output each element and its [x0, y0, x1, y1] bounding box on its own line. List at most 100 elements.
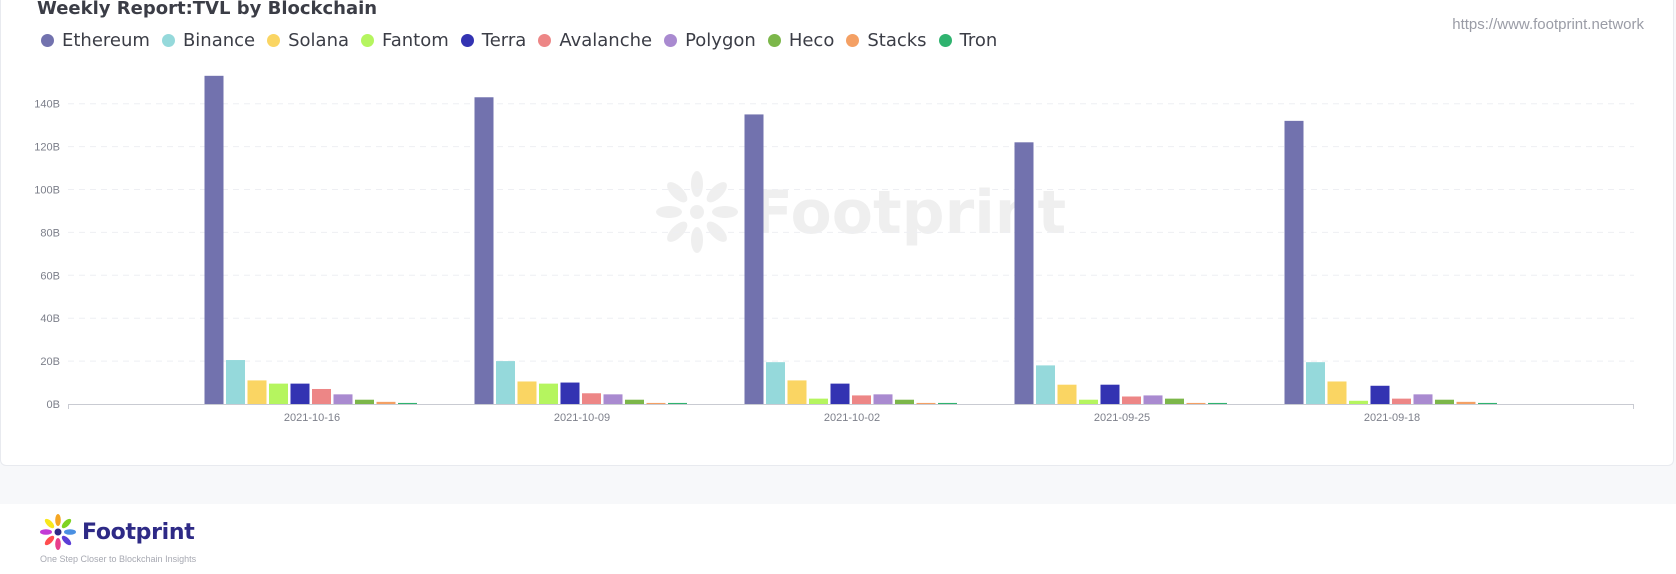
- bar-heco-2021-10-09[interactable]: [625, 399, 644, 404]
- y-tick-label: 80B: [40, 227, 60, 239]
- footer-tagline: One Step Closer to Blockchain Insights: [40, 554, 197, 564]
- bar-solana-2021-10-09[interactable]: [517, 381, 537, 404]
- legend-label: Avalanche: [559, 30, 653, 51]
- bar-terra-2021-09-25[interactable]: [1100, 384, 1120, 404]
- bar-terra-2021-10-16[interactable]: [290, 383, 310, 404]
- bar-fantom-2021-09-25[interactable]: [1079, 399, 1098, 404]
- legend-label: Solana: [288, 30, 350, 51]
- bar-solana-2021-09-25[interactable]: [1057, 384, 1077, 404]
- bar-polygon-2021-10-16[interactable]: [333, 394, 353, 404]
- bar-polygon-2021-09-25[interactable]: [1143, 395, 1163, 404]
- source-url[interactable]: https://www.footprint.network: [1452, 16, 1644, 33]
- bar-fantom-2021-10-09[interactable]: [539, 383, 558, 404]
- bar-stacks-2021-10-09[interactable]: [646, 402, 666, 404]
- bar-terra-2021-10-02[interactable]: [830, 383, 850, 404]
- y-tick-label: 0B: [47, 399, 60, 411]
- bar-heco-2021-09-18[interactable]: [1435, 399, 1454, 404]
- y-tick-label: 60B: [40, 270, 60, 282]
- footprint-watermark-icon: [656, 171, 738, 253]
- footer-brand[interactable]: Footprint: [38, 512, 195, 552]
- x-tick-label: 2021-10-16: [284, 412, 340, 424]
- legend-label: Polygon: [685, 30, 756, 51]
- legend-swatch: [161, 34, 175, 47]
- bar-polygon-2021-10-02[interactable]: [873, 394, 893, 404]
- legend-swatch: [361, 34, 375, 47]
- legend-item-terra[interactable]: Terra: [460, 30, 527, 51]
- bar-terra-2021-10-09[interactable]: [560, 382, 580, 404]
- chart-title: Weekly Report:TVL by Blockchain: [37, 0, 378, 19]
- x-tick-label: 2021-10-02: [824, 412, 880, 424]
- legend-swatch: [538, 34, 552, 47]
- legend-item-polygon[interactable]: Polygon: [664, 30, 756, 51]
- legend-swatch: [267, 34, 281, 47]
- bar-terra-2021-09-18[interactable]: [1370, 385, 1390, 404]
- bar-stacks-2021-10-16[interactable]: [376, 401, 396, 404]
- bar-heco-2021-09-25[interactable]: [1165, 398, 1184, 404]
- bar-solana-2021-10-02[interactable]: [787, 380, 807, 404]
- legend-swatch: [767, 34, 781, 47]
- bar-tron-2021-10-02[interactable]: [938, 402, 957, 404]
- bar-solana-2021-10-16[interactable]: [247, 380, 267, 404]
- legend-label: Binance: [182, 30, 256, 51]
- legend-label: Ethereum: [62, 30, 150, 51]
- bar-stacks-2021-09-25[interactable]: [1186, 402, 1206, 404]
- legend-item-avalanche[interactable]: Avalanche: [538, 30, 652, 51]
- bar-binance-2021-10-16[interactable]: [226, 360, 245, 404]
- bar-polygon-2021-09-18[interactable]: [1413, 394, 1433, 404]
- legend-swatch: [460, 34, 474, 47]
- y-tick-label: 20B: [40, 356, 60, 368]
- bar-stacks-2021-10-02[interactable]: [916, 402, 936, 404]
- grid: [68, 103, 1634, 362]
- y-tick-label: 140B: [34, 99, 60, 111]
- legend-item-binance[interactable]: Binance: [161, 30, 256, 51]
- bar-ethereum-2021-09-18[interactable]: [1284, 120, 1304, 405]
- bar-heco-2021-10-16[interactable]: [355, 399, 374, 404]
- x-tick-label: 2021-09-18: [1364, 412, 1420, 424]
- x-tick-label: 2021-09-25: [1094, 412, 1150, 424]
- bar-binance-2021-09-18[interactable]: [1306, 362, 1325, 404]
- legend-label: Stacks: [867, 30, 927, 51]
- legend-item-tron[interactable]: Tron: [938, 30, 998, 51]
- legend-item-stacks[interactable]: Stacks: [846, 30, 927, 51]
- footer-brand-name: Footprint: [82, 519, 195, 545]
- bar-ethereum-2021-10-09[interactable]: [474, 97, 494, 404]
- bar-ethereum-2021-10-16[interactable]: [204, 75, 224, 404]
- bar-avalanche-2021-09-18[interactable]: [1392, 398, 1411, 404]
- legend-label: Heco: [788, 30, 835, 51]
- bar-avalanche-2021-10-09[interactable]: [582, 393, 601, 404]
- bar-avalanche-2021-09-25[interactable]: [1122, 396, 1141, 404]
- chart-legend: Ethereum Binance Solana Fantom Terra Avalanch…: [41, 30, 1009, 51]
- bar-heco-2021-10-02[interactable]: [895, 399, 914, 404]
- legend-label: Fantom: [382, 30, 449, 51]
- legend-item-heco[interactable]: Heco: [767, 30, 835, 51]
- x-tick-label: 2021-10-09: [554, 412, 610, 424]
- bar-fantom-2021-09-18[interactable]: [1349, 400, 1368, 404]
- bar-binance-2021-09-25[interactable]: [1036, 365, 1055, 404]
- bar-stacks-2021-09-18[interactable]: [1456, 401, 1476, 404]
- bar-fantom-2021-10-16[interactable]: [269, 383, 288, 404]
- footprint-watermark: Footprint: [656, 171, 1066, 253]
- legend-item-fantom[interactable]: Fantom: [361, 30, 449, 51]
- legend-label: Terra: [481, 30, 527, 51]
- legend-item-solana[interactable]: Solana: [267, 30, 349, 51]
- bar-tron-2021-10-16[interactable]: [398, 402, 417, 404]
- bar-avalanche-2021-10-16[interactable]: [312, 388, 331, 404]
- bar-solana-2021-09-18[interactable]: [1327, 381, 1347, 404]
- footer: Footprint One Step Closer to Blockchain …: [0, 504, 1676, 574]
- bar-binance-2021-10-02[interactable]: [766, 362, 785, 404]
- bar-tron-2021-09-25[interactable]: [1208, 402, 1227, 404]
- bar-ethereum-2021-10-02[interactable]: [744, 114, 764, 405]
- legend-item-ethereum[interactable]: Ethereum: [41, 30, 150, 51]
- axes: 0B 20B 40B 60B 80B 100B 120B 140B 2021-10-16 2021…: [34, 99, 1634, 424]
- y-tick-label: 100B: [34, 185, 60, 197]
- legend-swatch: [664, 34, 678, 47]
- legend-label: Tron: [959, 30, 998, 51]
- bar-tron-2021-10-09[interactable]: [668, 402, 687, 404]
- bar-polygon-2021-10-09[interactable]: [603, 394, 623, 404]
- bar-ethereum-2021-09-25[interactable]: [1014, 142, 1034, 404]
- bar-binance-2021-10-09[interactable]: [496, 361, 515, 404]
- bar-tron-2021-09-18[interactable]: [1478, 402, 1497, 404]
- bar-avalanche-2021-10-02[interactable]: [852, 395, 871, 404]
- bar-fantom-2021-10-02[interactable]: [809, 398, 828, 404]
- y-tick-label: 120B: [34, 142, 60, 154]
